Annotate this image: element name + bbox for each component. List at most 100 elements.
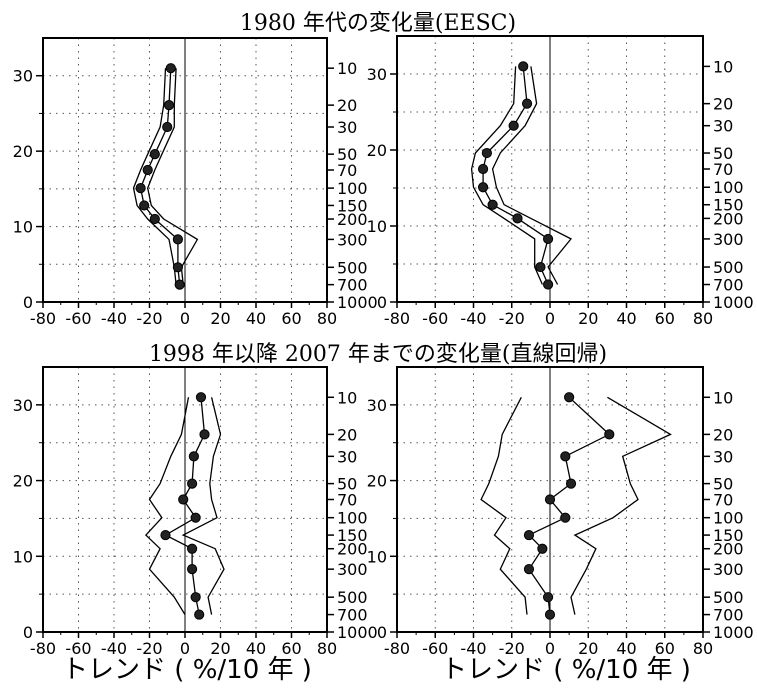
pressure-tick-label: 100 — [337, 509, 368, 528]
series-line-lower — [144, 397, 190, 615]
pressure-tick-label: 200 — [713, 209, 744, 228]
x-tick-label: -20 — [499, 639, 525, 658]
data-point — [523, 529, 535, 541]
data-point — [172, 262, 183, 273]
pressure-tick-label: 50 — [713, 475, 733, 494]
pressure-tick-label: 10 — [337, 388, 357, 407]
pressure-tick-label: 300 — [713, 560, 744, 579]
x-tick-label: -60 — [422, 639, 448, 658]
x-tick-label: 80 — [317, 309, 337, 328]
data-point — [163, 100, 175, 111]
pressure-tick-label: 20 — [713, 95, 733, 114]
pressure-tick-label: 100 — [713, 178, 744, 197]
data-point — [477, 163, 489, 175]
x-tick-label: -80 — [384, 639, 410, 658]
data-point — [523, 564, 535, 575]
pressure-tick-label: 10 — [337, 59, 357, 78]
pressure-tick-label: 300 — [337, 560, 368, 579]
pressure-tick-label: 20 — [337, 96, 357, 115]
data-point — [535, 261, 546, 273]
x-tick-label: 40 — [246, 639, 266, 658]
x-tick-label: 80 — [317, 639, 337, 658]
x-tick-label: 60 — [281, 309, 301, 328]
data-point — [542, 592, 554, 603]
series-line-upper — [491, 66, 573, 285]
pressure-tick-label: 70 — [337, 161, 357, 180]
y-tick-label: 10 — [13, 547, 33, 566]
data-point — [160, 529, 171, 541]
pressure-tick-label: 1000 — [337, 293, 378, 312]
pressure-tick-label: 70 — [713, 160, 733, 179]
data-point — [487, 199, 498, 210]
y-tick-label: 10 — [13, 218, 33, 237]
y-tick-label: 30 — [367, 65, 387, 84]
data-point — [188, 451, 199, 462]
pressure-tick-label: 500 — [713, 258, 744, 277]
series-line-upper — [570, 396, 672, 615]
pressure-tick-label: 30 — [713, 447, 733, 466]
pressure-tick-label: 150 — [713, 196, 744, 215]
data-point — [542, 279, 554, 290]
pressure-tick-label: 20 — [713, 425, 733, 444]
data-point — [508, 120, 519, 131]
series-line-upper — [147, 68, 199, 285]
data-point — [544, 494, 556, 505]
x-tick-label: -40 — [460, 309, 486, 328]
data-point — [195, 392, 207, 403]
x-axis-label-left: トレンド ( %/10 年 ) — [62, 655, 312, 685]
data-point — [174, 279, 185, 290]
pressure-tick-label: 500 — [713, 588, 744, 607]
data-point — [149, 213, 160, 225]
y-tick-label: 20 — [367, 472, 387, 491]
data-point — [542, 233, 554, 245]
pressure-tick-label: 200 — [337, 210, 368, 229]
y-tick-label: 0 — [377, 623, 387, 642]
y-tick-label: 20 — [13, 472, 33, 491]
bottom-title: 1998 年以降 2007 年までの変化量(直線回帰) — [149, 342, 607, 367]
data-point — [604, 429, 615, 440]
y-tick-label: 20 — [367, 141, 387, 160]
pressure-tick-label: 100 — [713, 509, 744, 528]
x-tick-label: -20 — [136, 639, 162, 658]
pressure-tick-label: 10 — [713, 57, 733, 76]
data-point — [142, 164, 153, 176]
x-tick-label: 40 — [246, 309, 266, 328]
data-point — [172, 234, 183, 245]
x-tick-label: 20 — [210, 639, 230, 658]
pressure-tick-label: 70 — [713, 491, 733, 510]
data-point — [135, 183, 146, 194]
x-tick-label: 20 — [210, 309, 230, 328]
x-tick-label: 60 — [655, 639, 675, 658]
data-point — [187, 543, 198, 554]
x-tick-label: 0 — [180, 639, 190, 658]
data-point — [199, 429, 210, 440]
x-tick-label: -80 — [384, 309, 410, 328]
data-point — [537, 543, 548, 554]
pressure-tick-label: 50 — [713, 144, 733, 163]
x-tick-label: -60 — [65, 639, 91, 658]
x-tick-label: -60 — [65, 309, 91, 328]
x-axis-label-right: トレンド ( %/10 年 ) — [441, 655, 691, 685]
pressure-tick-label: 30 — [337, 447, 357, 466]
pressure-tick-label: 10 — [713, 388, 733, 407]
pressure-tick-label: 500 — [337, 258, 368, 277]
data-point — [190, 512, 201, 523]
pressure-tick-label: 20 — [337, 425, 357, 444]
y-tick-label: 10 — [367, 547, 387, 566]
data-point — [518, 61, 529, 72]
pressure-tick-label: 50 — [337, 145, 357, 164]
x-tick-label: -20 — [499, 309, 525, 328]
pressure-tick-label: 700 — [337, 276, 368, 295]
pressure-tick-label: 200 — [337, 540, 368, 559]
pressure-tick-label: 150 — [337, 526, 368, 545]
series-line-lower — [132, 68, 177, 285]
pressure-tick-label: 50 — [337, 475, 357, 494]
pressure-tick-label: 70 — [337, 491, 357, 510]
data-point — [162, 121, 173, 133]
data-point — [178, 494, 189, 505]
